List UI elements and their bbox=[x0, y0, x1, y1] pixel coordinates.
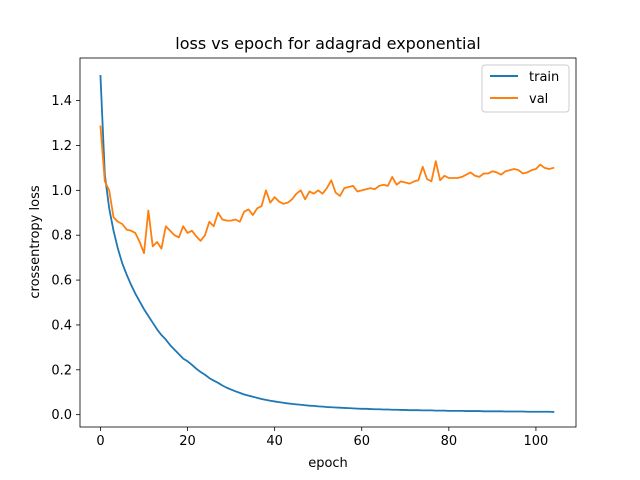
y-tick-label: 1.0 bbox=[51, 184, 72, 199]
y-tick-label: 1.2 bbox=[51, 139, 72, 154]
series-line-train bbox=[99, 75, 555, 413]
y-tick-label: 0.0 bbox=[51, 408, 72, 423]
legend: train val bbox=[481, 64, 570, 113]
y-tick-label: 1.4 bbox=[51, 94, 72, 109]
series-line-val bbox=[99, 125, 555, 255]
y-tick-label: 0.8 bbox=[51, 229, 72, 244]
x-tick-label: 80 bbox=[441, 434, 458, 449]
x-tick-label: 40 bbox=[266, 434, 283, 449]
chart-title: loss vs epoch for adagrad exponential bbox=[175, 34, 480, 53]
y-axis-label: crossentropy loss bbox=[28, 185, 43, 298]
x-axis-label: epoch bbox=[308, 456, 348, 471]
series-layer bbox=[99, 75, 555, 413]
y-tick-label: 0.6 bbox=[51, 274, 72, 289]
axes-frame bbox=[79, 57, 577, 428]
x-tick-label: 60 bbox=[353, 434, 370, 449]
x-tick-label: 100 bbox=[524, 434, 549, 449]
legend-label-train: train bbox=[529, 70, 559, 85]
legend-label-val: val bbox=[529, 92, 548, 107]
y-tick-label: 0.2 bbox=[51, 363, 72, 378]
x-tick-label: 0 bbox=[96, 434, 104, 449]
y-tick-label: 0.4 bbox=[51, 318, 72, 333]
y-axis-ticks: 0.0 0.2 0.4 0.6 0.8 1.0 1.2 1.4 bbox=[51, 94, 80, 423]
x-axis-ticks: 0 20 40 60 80 100 bbox=[96, 427, 548, 449]
x-tick-label: 20 bbox=[179, 434, 196, 449]
